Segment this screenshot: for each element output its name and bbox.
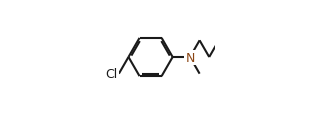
Text: Cl: Cl — [106, 68, 118, 80]
Text: N: N — [185, 51, 195, 64]
